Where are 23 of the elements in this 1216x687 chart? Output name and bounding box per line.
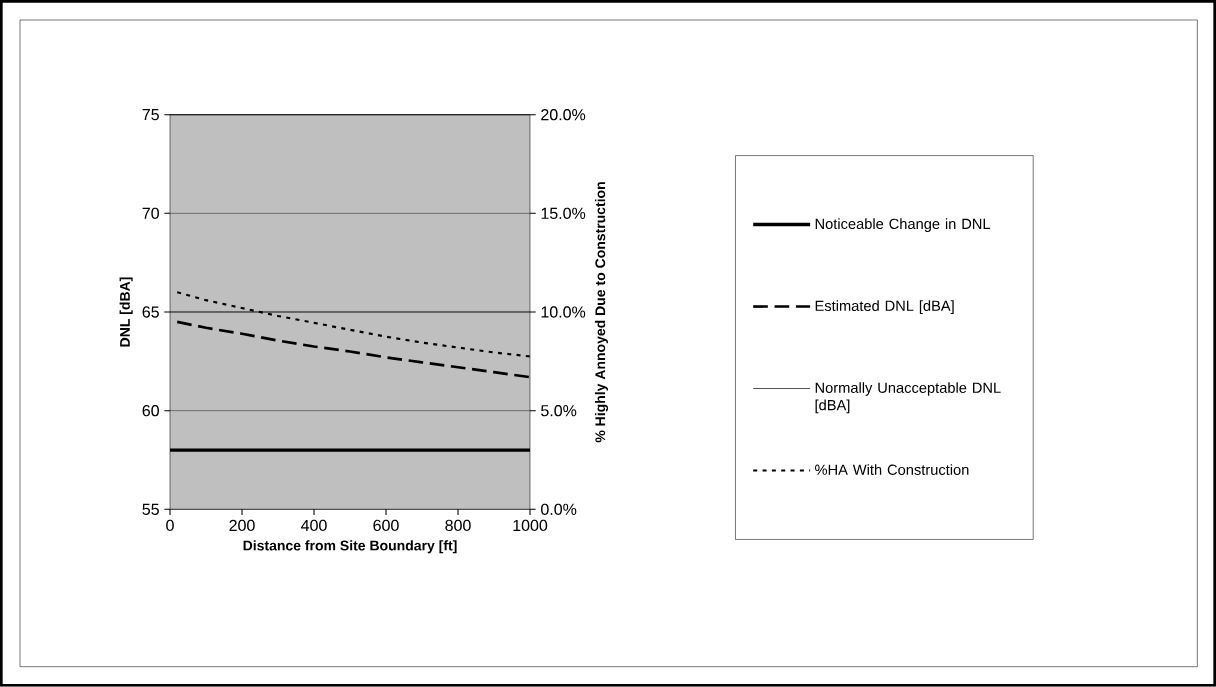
x-tick-label: 800 — [445, 519, 471, 532]
x-tick-label: 600 — [373, 519, 399, 532]
legend-label: Normally Unacceptable DNL [dBA] — [815, 382, 1001, 414]
y2-tick-label: 5.0% — [541, 405, 577, 417]
x-tick-label: 200 — [229, 519, 255, 532]
y2-tick-label: 15.0% — [541, 207, 586, 220]
x-axis-title: Distance from Site Boundary [ft] — [243, 540, 457, 554]
legend-label: Estimated DNL [dBA] — [815, 300, 954, 315]
y2-axis-title: % Highly Annoyed Due to Construction — [594, 182, 609, 443]
legend-label: %HA With Construction — [815, 464, 969, 476]
y-axis-title: DNL [dBA] — [119, 277, 133, 347]
y-tick-label: 60 — [142, 405, 159, 417]
x-tick-label: 400 — [301, 519, 327, 532]
x-tick-label: 1000 — [513, 519, 548, 532]
y-tick-label: 75 — [142, 109, 159, 121]
y-tick-label: 70 — [142, 207, 159, 220]
y2-tick-label: 10.0% — [541, 306, 586, 318]
y-tick-label: 55 — [142, 503, 159, 516]
y2-tick-label: 20.0% — [541, 109, 586, 121]
legend-label: Noticeable Change in DNL — [815, 218, 991, 233]
x-tick-label: 0 — [166, 519, 174, 532]
y2-tick-label: 0.0% — [541, 503, 577, 516]
y-tick-label: 65 — [142, 306, 159, 318]
